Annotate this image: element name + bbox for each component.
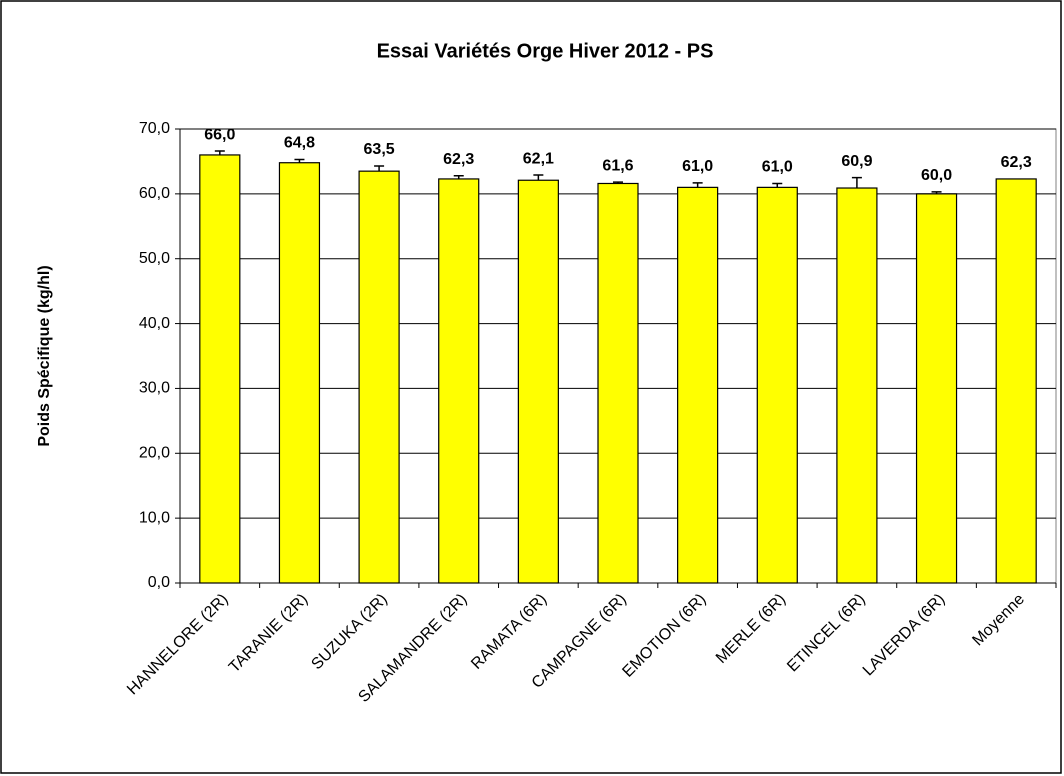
y-axis-label: Poids Spécifique (kg/hl) — [36, 265, 53, 446]
y-tick-label: 70,0 — [139, 120, 170, 137]
error-bar — [294, 158, 305, 163]
bar — [995, 178, 1037, 584]
error-bar — [692, 182, 703, 188]
error-bar — [613, 181, 623, 184]
bar — [358, 170, 400, 584]
chart-title: Essai Variétés Orge Hiver 2012 - PS — [377, 40, 714, 62]
error-bar — [851, 176, 862, 189]
value-label: 61,0 — [762, 159, 793, 176]
error-bar — [453, 174, 464, 179]
value-label: 62,3 — [1001, 154, 1032, 171]
y-tick-label: 50,0 — [139, 250, 170, 267]
bar — [915, 193, 958, 584]
bar — [199, 154, 241, 584]
value-label: 60,9 — [841, 153, 872, 170]
error-bar — [931, 191, 942, 194]
value-label: 66,0 — [204, 126, 235, 143]
value-label: 61,6 — [602, 157, 633, 174]
error-bar — [214, 150, 225, 155]
bar — [278, 162, 321, 584]
bar — [438, 178, 480, 584]
value-label: 60,0 — [921, 167, 952, 184]
error-bar — [374, 165, 385, 172]
bar — [677, 186, 719, 584]
y-tick-label: 40,0 — [139, 315, 170, 332]
y-tick-label: 0,0 — [148, 574, 170, 591]
value-label: 62,1 — [523, 150, 554, 167]
y-tick-label: 30,0 — [139, 380, 170, 397]
bar — [836, 187, 878, 584]
error-bar — [772, 182, 783, 188]
bar — [517, 179, 559, 584]
value-label: 63,5 — [364, 141, 395, 158]
y-tick-label: 20,0 — [139, 445, 170, 462]
bar — [756, 186, 798, 584]
y-tick-label: 10,0 — [139, 509, 170, 526]
error-bar — [533, 174, 544, 181]
value-label: 62,3 — [443, 151, 474, 168]
bar — [597, 182, 639, 584]
y-tick-label: 60,0 — [139, 185, 170, 202]
value-label: 64,8 — [284, 135, 315, 152]
value-label: 61,0 — [682, 158, 713, 175]
